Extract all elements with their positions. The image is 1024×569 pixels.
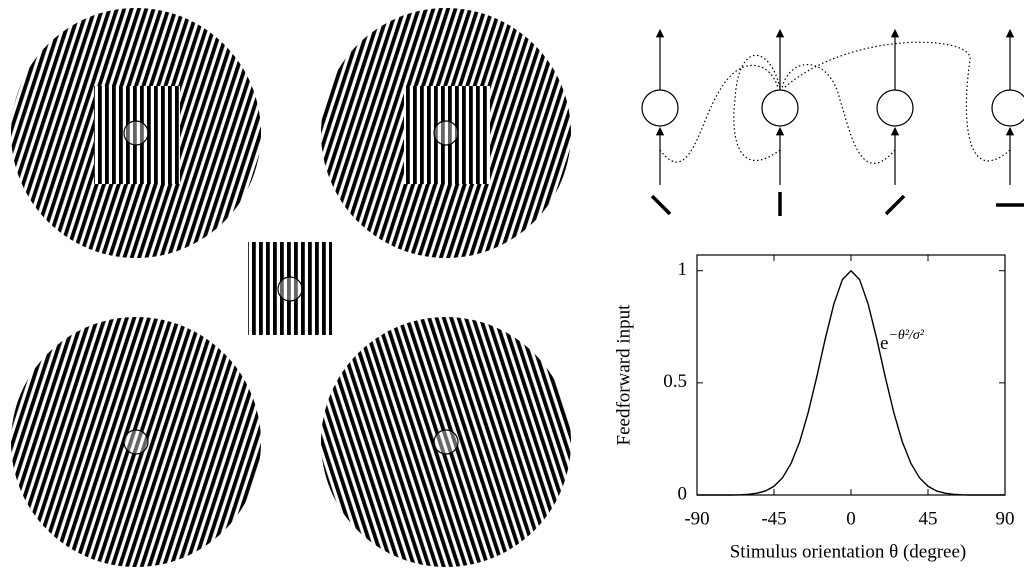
x-tick-label: -45 (761, 508, 786, 529)
y-tick-label: 1 (678, 259, 688, 280)
y-tick-label: 0 (678, 483, 688, 504)
x-axis-label: Stimulus orientation θ (degree) (730, 541, 967, 562)
feedforward-plot: Feedforward input Stimulus orientation θ… (613, 255, 1014, 562)
annotation-exponent: −θ²/σ² (888, 328, 924, 343)
annotation: e−θ²/σ² (880, 328, 925, 354)
stimuli (11, 8, 571, 567)
x-tick-label: 45 (919, 508, 938, 529)
y-axis-label: Feedforward input (613, 304, 634, 446)
plot-frame (697, 255, 1005, 495)
figure: Feedforward input Stimulus orientation θ… (0, 0, 1024, 569)
curve (697, 271, 1005, 495)
orientation-bars (652, 192, 1024, 216)
x-tick-label: -90 (684, 508, 709, 529)
annotation-base: e (880, 333, 888, 354)
network-diagram (642, 30, 1024, 216)
x-tick-label: 90 (996, 508, 1015, 529)
neurons (642, 30, 1024, 185)
y-tick-label: 0.5 (663, 371, 687, 392)
x-tick-label: 0 (846, 508, 856, 529)
lateral-connections (660, 42, 1010, 163)
